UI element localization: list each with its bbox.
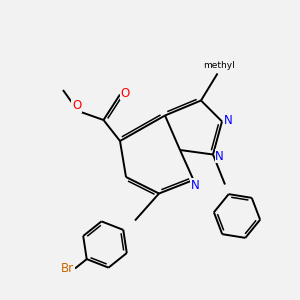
Text: O: O: [72, 99, 81, 112]
Text: N: N: [215, 149, 224, 163]
Text: methyl: methyl: [203, 61, 235, 70]
Text: O: O: [121, 86, 130, 100]
Text: N: N: [190, 179, 200, 192]
Text: Br: Br: [61, 262, 74, 275]
Text: N: N: [224, 113, 232, 127]
